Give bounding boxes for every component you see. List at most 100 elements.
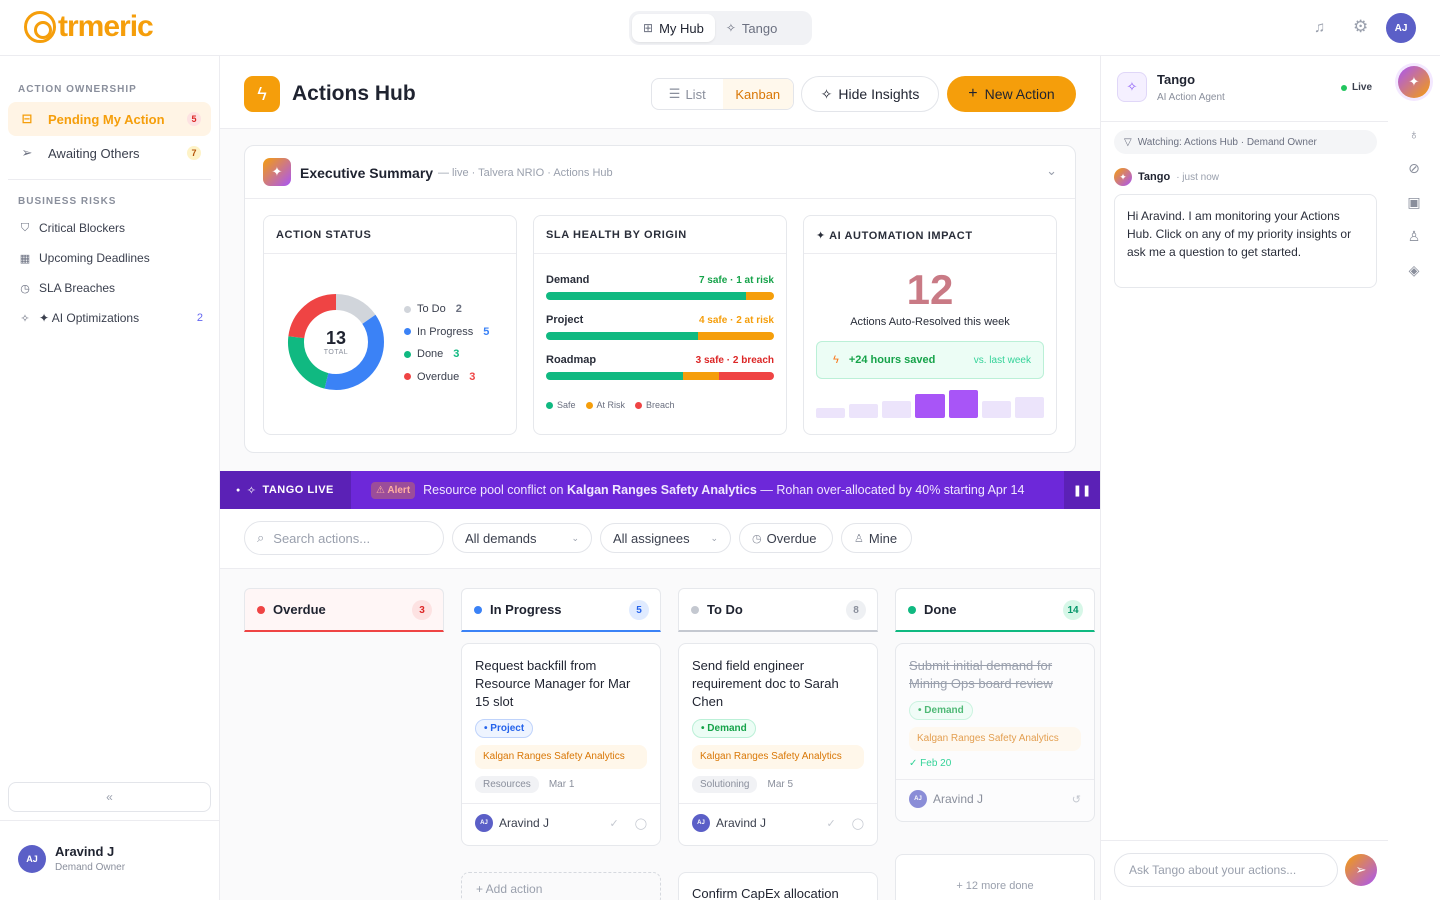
search-input[interactable] xyxy=(273,530,424,546)
action-card[interactable]: Submit initial demand for Mining Ops boa… xyxy=(895,643,1095,822)
more-done-link[interactable]: + 12 more done xyxy=(895,854,1095,900)
legend-label: Safe xyxy=(557,400,576,410)
kanban-column-overdue: Overdue 3 xyxy=(244,588,444,632)
legend-label: Done xyxy=(417,348,444,360)
lightning-icon: ϟ xyxy=(244,76,280,112)
origin-tag: • Project xyxy=(475,719,534,738)
spark-bar xyxy=(915,393,945,418)
hours-saved-banner: ϟ +24 hours saved vs. last week xyxy=(816,341,1044,379)
live-dot-icon: ● xyxy=(236,486,241,494)
tango-sparkle-button[interactable]: ✦ xyxy=(1398,66,1430,98)
search-icon: ⌕ xyxy=(257,530,265,545)
sla-bar xyxy=(546,292,774,300)
column-count: 5 xyxy=(629,600,649,620)
sidebar-item-label: ✦ AI Optimizations xyxy=(39,311,140,325)
comment-icon[interactable]: ◯ xyxy=(634,817,647,830)
compass-icon[interactable]: ⊘ xyxy=(1408,160,1420,176)
check-icon[interactable]: ✓ xyxy=(826,817,836,830)
sparkle-icon: ✧ xyxy=(725,21,736,35)
donut-slice-in-progress xyxy=(324,314,384,390)
card-meta: Solutioning Mar 5 xyxy=(692,776,864,793)
hide-insights-button[interactable]: ✧ Hide Insights xyxy=(801,76,939,112)
column-header[interactable]: Overdue 3 xyxy=(244,588,444,632)
sidebar-item-pending-my-action[interactable]: ⊟ Pending My Action 5 xyxy=(8,102,211,136)
avatar: AJ xyxy=(692,814,710,832)
briefcase-icon[interactable]: ▣ xyxy=(1407,194,1421,210)
mine-filter[interactable]: ♙ Mine xyxy=(841,523,912,553)
ask-tango-input[interactable] xyxy=(1129,863,1319,877)
user-settings-icon[interactable]: ♙ xyxy=(1407,228,1421,244)
category-pill: Solutioning xyxy=(692,776,758,793)
assignees-filter[interactable]: All assignees ⌄ xyxy=(600,523,731,553)
chevron-down-icon[interactable]: ⌄ xyxy=(1046,163,1057,178)
message-time: · just now xyxy=(1176,171,1219,183)
sidebar-item-critical-blockers[interactable]: ⛉ Critical Blockers xyxy=(18,218,125,238)
column-header[interactable]: Done 14 xyxy=(895,588,1095,632)
chevron-down-icon: ⌄ xyxy=(710,532,718,543)
spark-bar xyxy=(1014,397,1044,418)
user-avatar[interactable]: AJ xyxy=(1386,13,1416,43)
card-footer: AJ Aravind J ↺ xyxy=(896,779,1094,808)
legend-dot xyxy=(404,305,411,313)
lightbulb-icon[interactable]: ♁ xyxy=(1408,126,1420,142)
user-profile[interactable]: AJ Aravind J Demand Owner xyxy=(0,820,219,900)
ownership-heading: ACTION OWNERSHIP xyxy=(18,84,137,95)
ticker-text: Resource pool conflict on xyxy=(423,483,567,497)
chat-message: Hi Aravind. I am monitoring your Actions… xyxy=(1114,194,1377,288)
sidebar-item-upcoming-deadlines[interactable]: ▦ Upcoming Deadlines xyxy=(18,248,150,268)
count-badge: 5 xyxy=(187,112,201,126)
kanban-column-in-progress: In Progress 5 xyxy=(461,588,661,632)
live-dot-icon xyxy=(1341,84,1347,91)
tab-label: Tango xyxy=(741,20,778,36)
risks-heading: BUSINESS RISKS xyxy=(18,196,117,207)
comparison-label: vs. last week xyxy=(973,354,1031,366)
card-heading: ✦ AI AUTOMATION IMPACT xyxy=(804,216,1056,254)
layers-icon[interactable]: ◈ xyxy=(1408,262,1420,278)
legend-item: To Do 2 xyxy=(404,303,462,315)
add-action-button[interactable]: + Add action xyxy=(461,872,661,900)
comment-icon[interactable]: ◯ xyxy=(851,817,864,830)
overdue-filter[interactable]: ◷ Overdue xyxy=(739,523,833,553)
bell-icon[interactable]: ♫ xyxy=(1314,19,1326,36)
kanban-view-button[interactable]: Kanban xyxy=(722,79,793,109)
sidebar-item-sla-breaches[interactable]: ◷ SLA Breaches xyxy=(18,278,115,298)
kanban-column-done: Done 14 xyxy=(895,588,1095,632)
auto-resolved-label: Actions Auto-Resolved this week xyxy=(850,316,1010,328)
due-date: Mar 1 xyxy=(548,779,575,790)
tango-panel: ✧ Tango AI Action Agent Live ▽ Watching: … xyxy=(1100,56,1389,900)
sparkle-icon: ✧ xyxy=(20,312,30,325)
action-card[interactable]: Send field engineer requirement doc to S… xyxy=(678,643,878,846)
new-action-button[interactable]: + New Action xyxy=(947,76,1076,112)
legend-item: In Progress 5 xyxy=(404,326,489,338)
undo-icon[interactable]: ↺ xyxy=(1071,793,1081,806)
assignee-name: Aravind J xyxy=(716,816,767,830)
column-header[interactable]: To Do 8 xyxy=(678,588,878,632)
filter-icon: ▽ xyxy=(1124,136,1132,148)
action-card[interactable]: Request backfill from Resource Manager f… xyxy=(461,643,661,846)
list-view-button[interactable]: ☰ List xyxy=(652,79,723,109)
bar-at-risk xyxy=(682,372,720,380)
trmeric-logo[interactable]: trmeric xyxy=(24,10,154,44)
sidebar-item-ai-optimizations[interactable]: ✧ ✦ AI Optimizations 2 xyxy=(18,308,203,328)
avatar: AJ xyxy=(909,790,927,808)
divider xyxy=(1101,840,1389,841)
list-icon: ☰ xyxy=(668,86,681,101)
legend-dot xyxy=(404,373,411,380)
donut-slice-done xyxy=(288,336,329,389)
pause-icon[interactable]: ❚❚ xyxy=(1064,471,1100,509)
action-card[interactable]: Confirm CapEx allocation xyxy=(678,872,878,900)
card-footer: AJ Aravind J ✓ ◯ xyxy=(462,803,660,832)
gear-icon[interactable]: ⚙ xyxy=(1353,17,1369,36)
tab-my-hub[interactable]: ⊞ My Hub xyxy=(632,14,715,42)
check-icon[interactable]: ✓ xyxy=(609,817,619,830)
ai-impact-card: ✦ AI AUTOMATION IMPACT 12 Actions Auto-R… xyxy=(803,215,1057,435)
demands-filter[interactable]: All demands ⌄ xyxy=(452,523,592,553)
ticker-message[interactable]: Resource pool conflict on Kalgan Ranges … xyxy=(423,483,1024,497)
sidebar-item-awaiting-others[interactable]: ➢ Awaiting Others 7 xyxy=(8,136,211,170)
tab-tango[interactable]: ✧ Tango xyxy=(715,14,788,42)
collapse-sidebar-button[interactable]: « xyxy=(8,782,211,812)
column-header[interactable]: In Progress 5 xyxy=(461,588,661,632)
top-bar: trmeric ⊞ My Hub ✧ Tango ♫ ⚙ AJ xyxy=(0,0,1440,56)
sla-origin: Demand xyxy=(546,274,590,286)
send-button[interactable]: ➢ xyxy=(1345,854,1377,886)
